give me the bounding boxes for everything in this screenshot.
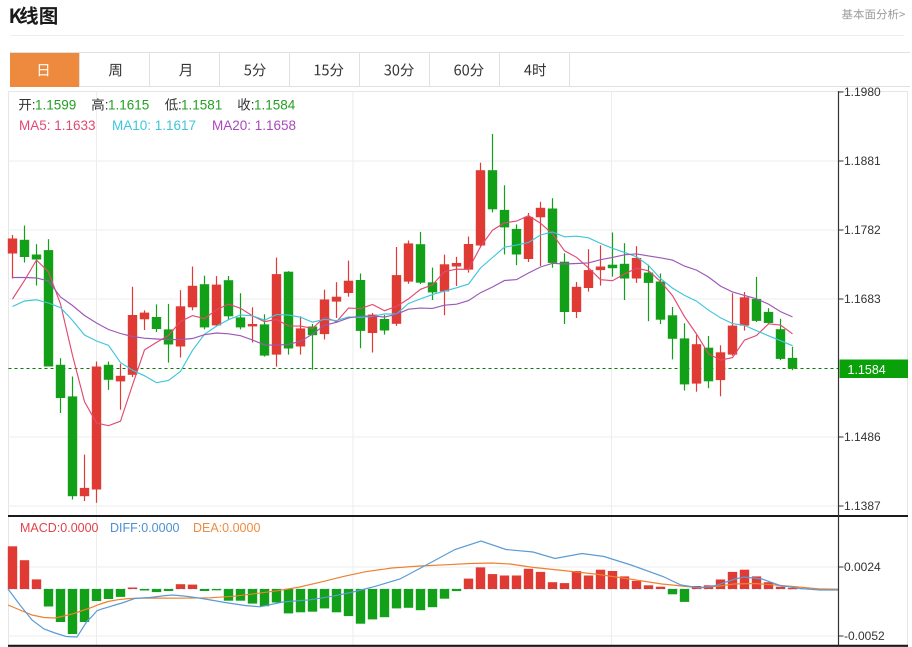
svg-text:MA20: 1.1658: MA20: 1.1658	[212, 118, 296, 133]
svg-text:1.1881: 1.1881	[844, 154, 881, 168]
svg-text:1.1584: 1.1584	[254, 98, 296, 113]
svg-text::: :	[251, 98, 255, 113]
svg-text:1.1683: 1.1683	[844, 292, 881, 306]
svg-text:MA10: 1.1617: MA10: 1.1617	[112, 118, 196, 133]
svg-text::: :	[32, 98, 36, 113]
svg-text:0.0024: 0.0024	[844, 560, 881, 574]
svg-text:MACD:0.0000: MACD:0.0000	[20, 521, 99, 535]
svg-text:1.1782: 1.1782	[844, 223, 881, 237]
svg-text:MA5: 1.1633: MA5: 1.1633	[19, 118, 96, 133]
svg-text:DIFF:0.0000: DIFF:0.0000	[110, 521, 180, 535]
svg-text:-0.0052: -0.0052	[844, 629, 885, 643]
svg-text:1.1581: 1.1581	[181, 98, 222, 113]
svg-text:1.1980: 1.1980	[844, 85, 881, 99]
svg-text:1.1387: 1.1387	[844, 499, 881, 513]
svg-text:1.1615: 1.1615	[108, 98, 149, 113]
svg-text::: :	[178, 98, 182, 113]
svg-text:DEA:0.0000: DEA:0.0000	[193, 521, 260, 535]
svg-text:1.1599: 1.1599	[35, 98, 76, 113]
svg-text:1.1486: 1.1486	[844, 430, 881, 444]
svg-text:1.1584: 1.1584	[848, 363, 886, 377]
svg-text::: :	[105, 98, 109, 113]
